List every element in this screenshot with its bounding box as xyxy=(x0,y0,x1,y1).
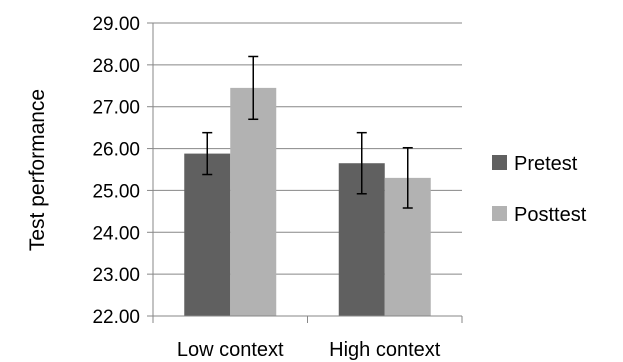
bar-pretest-0 xyxy=(184,153,231,316)
y-tick-labels: 22.00 23.00 24.00 25.00 26.00 27.00 28.00 29.00 xyxy=(92,14,140,328)
x-category-label: High context xyxy=(329,339,441,361)
axes xyxy=(147,22,463,323)
x-category-labels: Low context High context xyxy=(177,339,441,361)
y-axis-label: Test performance xyxy=(26,89,49,251)
legend-swatch-pretest xyxy=(492,155,507,170)
y-tick-label: 25.00 xyxy=(92,181,140,202)
legend: Pretest Posttest xyxy=(492,153,587,226)
bars xyxy=(184,87,431,316)
y-tick-label: 26.00 xyxy=(92,140,140,161)
y-tick-label: 23.00 xyxy=(92,265,140,286)
y-tick-label: 22.00 xyxy=(92,307,140,328)
legend-label-pretest: Pretest xyxy=(514,153,578,175)
y-tick-label: 24.00 xyxy=(92,223,140,244)
legend-swatch-posttest xyxy=(492,206,507,221)
legend-label-posttest: Posttest xyxy=(514,204,587,226)
y-tick-label: 28.00 xyxy=(92,56,140,77)
y-tick-label: 27.00 xyxy=(92,98,140,119)
bar-posttest-0 xyxy=(230,87,277,316)
error-bars xyxy=(202,55,413,209)
x-category-label: Low context xyxy=(177,339,284,361)
y-tick-label: 29.00 xyxy=(92,14,140,35)
